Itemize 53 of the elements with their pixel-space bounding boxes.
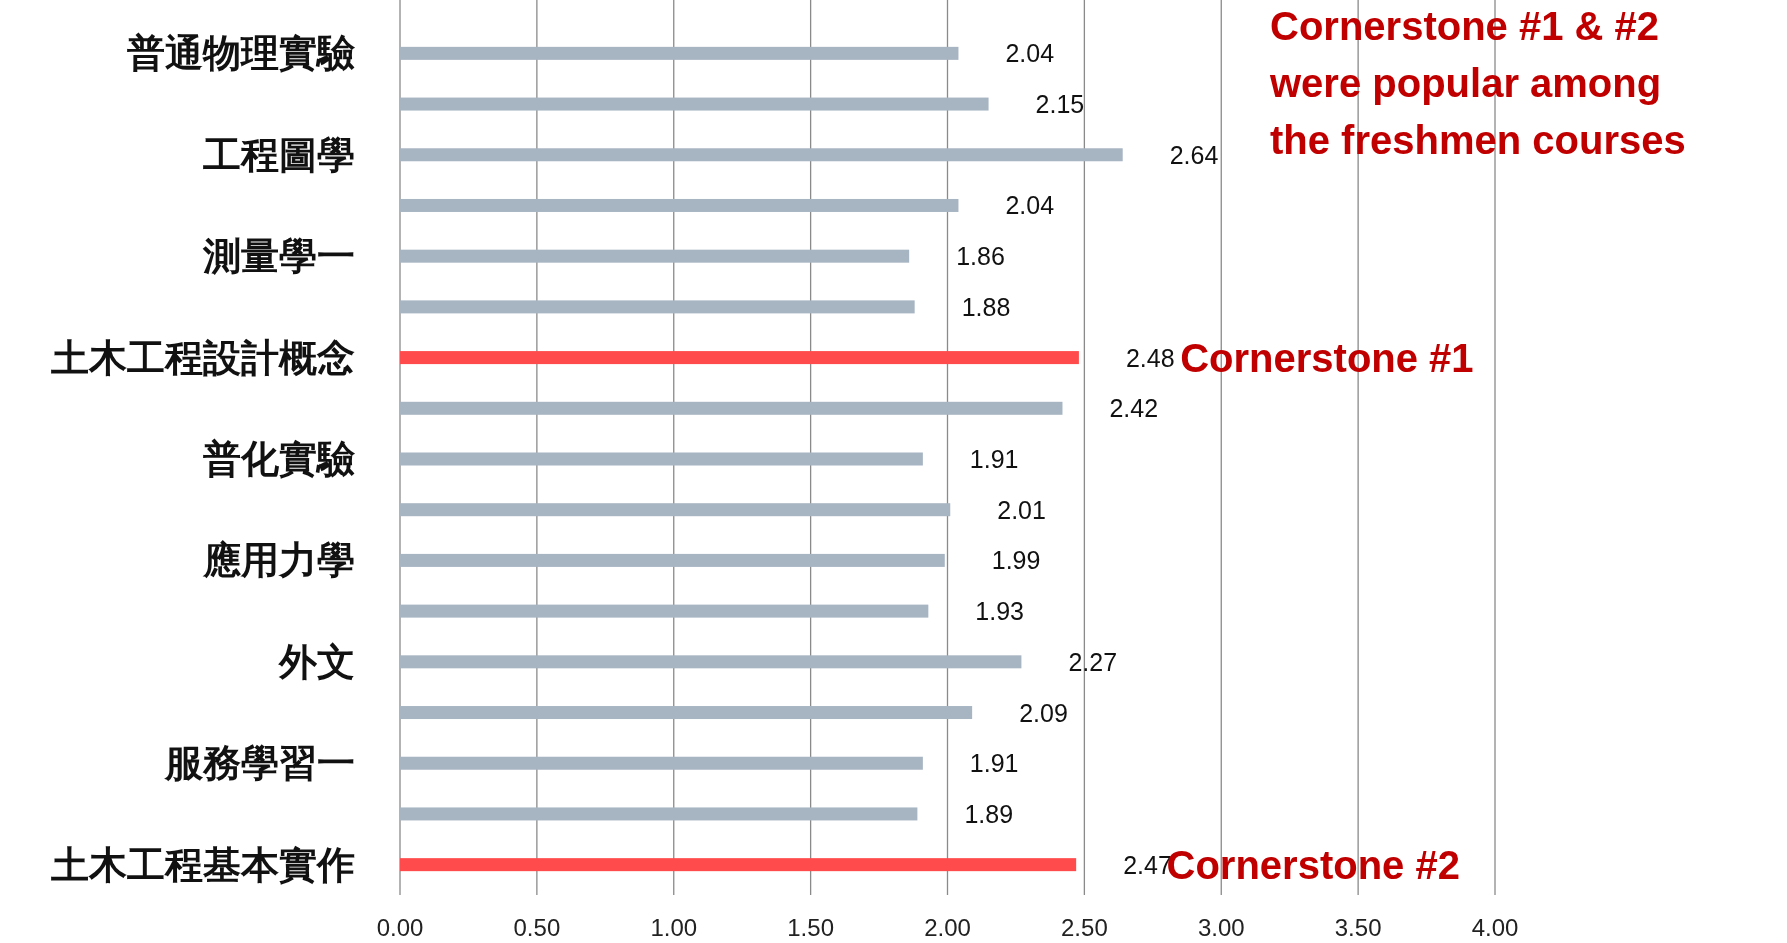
data-label: 2.04 — [1005, 39, 1055, 68]
bar — [400, 807, 918, 821]
x-tick-label: 0.00 — [376, 914, 424, 941]
bar — [400, 46, 959, 60]
bar — [400, 503, 951, 517]
bar — [400, 198, 959, 212]
x-tick-label: 3.50 — [1334, 914, 1382, 941]
data-label: 1.99 — [991, 546, 1041, 575]
annotation: Cornerstone #1 & #2 were popular among the freshmen courses — [1269, 4, 1686, 162]
data-label: 2.42 — [1109, 394, 1159, 423]
x-tick-label: 1.50 — [787, 914, 834, 941]
data-label: 1.89 — [964, 799, 1014, 828]
data-label: 2.48 — [1125, 343, 1175, 372]
y-tick-label: 土木工程基本實作 — [51, 843, 355, 886]
y-tick-label: 普通物理實驗 — [127, 32, 356, 75]
x-tick-label: 4.00 — [1471, 914, 1519, 941]
data-label: 2.01 — [997, 495, 1046, 524]
bar — [400, 706, 973, 720]
y-tick-label: 應用力學 — [202, 539, 355, 582]
x-tick-label: 1.00 — [650, 914, 698, 941]
data-label: 2.64 — [1169, 140, 1219, 169]
bar — [400, 452, 923, 466]
bar — [400, 401, 1063, 415]
bar — [400, 249, 910, 263]
x-tick-label: 2.00 — [924, 914, 971, 941]
data-label: 1.91 — [969, 749, 1019, 778]
data-label: 2.04 — [1005, 191, 1055, 220]
y-tick-label: 測量學一 — [202, 235, 355, 278]
data-label: 1.88 — [961, 292, 1011, 321]
y-tick-label: 外文 — [278, 640, 355, 683]
y-tick-label: 普化實驗 — [203, 438, 356, 480]
bar — [400, 858, 1077, 872]
data-label: 1.91 — [969, 445, 1019, 473]
bar — [400, 148, 1123, 162]
bar — [400, 97, 989, 111]
bar — [400, 300, 915, 314]
annotation: Cornerstone #1 — [1180, 335, 1474, 380]
data-label: 2.15 — [1035, 90, 1085, 119]
data-label: 2.09 — [1019, 698, 1068, 727]
y-tick-label: 服務學習一 — [164, 742, 355, 785]
y-tick-label: 工程圖學 — [203, 133, 355, 176]
bar — [400, 604, 929, 618]
data-label: 2.27 — [1068, 647, 1118, 676]
x-tick-label: 3.00 — [1197, 914, 1245, 941]
bar — [400, 553, 945, 567]
data-label: 1.86 — [956, 242, 1005, 271]
x-tick-label: 2.50 — [1061, 914, 1108, 941]
bar — [400, 655, 1022, 669]
bar — [400, 351, 1079, 365]
y-tick-label: 土木工程設計概念 — [51, 336, 355, 379]
data-label: 1.93 — [975, 597, 1025, 626]
bar — [400, 756, 923, 770]
x-tick-label: 0.50 — [513, 914, 561, 941]
